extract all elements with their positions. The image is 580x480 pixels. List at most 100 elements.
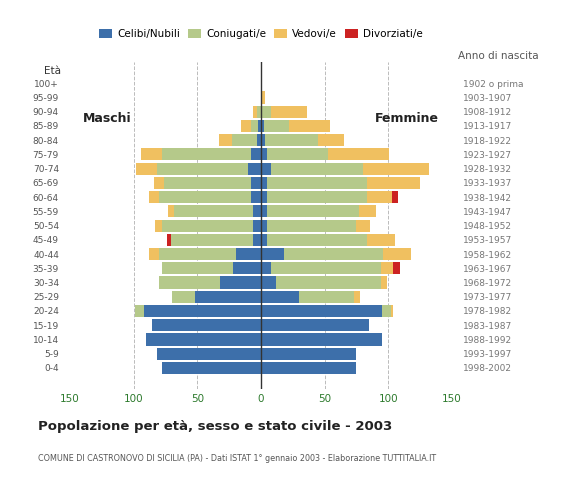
Bar [251,120,259,132]
Bar [284,248,383,260]
Bar [257,134,261,146]
Bar [261,120,263,132]
Bar [359,205,375,217]
Bar [241,120,251,132]
Bar [147,334,261,346]
Bar [219,134,232,146]
Bar [261,305,382,317]
Bar [261,148,267,160]
Bar [251,191,261,203]
Bar [261,219,267,232]
Bar [380,276,387,288]
Bar [171,234,253,246]
Bar [261,163,271,175]
Bar [261,248,284,260]
Bar [232,134,257,146]
Bar [392,191,398,203]
Bar [157,163,248,175]
Bar [235,248,261,260]
Bar [383,248,411,260]
Bar [265,134,318,146]
Bar [357,219,371,232]
Bar [276,276,380,288]
Text: COMUNE DI CASTRONOVO DI SICILIA (PA) - Dati ISTAT 1° gennaio 2003 - Elaborazione: COMUNE DI CASTRONOVO DI SICILIA (PA) - D… [38,454,436,463]
Bar [318,134,344,146]
Bar [195,291,261,303]
Bar [251,177,261,189]
Bar [328,148,390,160]
Bar [393,262,400,275]
Bar [175,205,253,217]
Bar [263,120,289,132]
Bar [261,319,369,331]
Bar [267,219,357,232]
Bar [164,177,251,189]
Bar [160,276,220,288]
Bar [267,234,367,246]
Bar [220,276,261,288]
Bar [267,177,367,189]
Bar [271,262,380,275]
Bar [367,234,394,246]
Bar [149,248,160,260]
Bar [155,219,162,232]
Bar [162,262,233,275]
Bar [391,305,393,317]
Bar [251,148,261,160]
Bar [253,219,261,232]
Bar [261,348,357,360]
Bar [261,177,267,189]
Bar [253,234,261,246]
Bar [160,248,235,260]
Bar [267,148,328,160]
Text: Popolazione per età, sesso e stato civile - 2003: Popolazione per età, sesso e stato civil… [38,420,392,432]
Text: Femmine: Femmine [375,112,439,125]
Bar [144,305,261,317]
Bar [149,191,160,203]
Bar [162,148,251,160]
Bar [157,348,261,360]
Bar [162,219,253,232]
Bar [257,106,261,118]
Bar [261,106,271,118]
Bar [267,191,367,203]
Bar [367,177,420,189]
Bar [261,276,276,288]
Bar [167,234,171,246]
Bar [261,191,267,203]
Bar [136,163,157,175]
Bar [289,120,329,132]
Text: Anno di nascita: Anno di nascita [458,51,539,61]
Bar [261,205,267,217]
Bar [160,191,251,203]
Bar [382,305,391,317]
Bar [151,319,261,331]
Bar [261,334,382,346]
Bar [261,234,267,246]
Bar [367,191,392,203]
Bar [380,262,393,275]
Bar [233,262,261,275]
Legend: Celibi/Nubili, Coniugati/e, Vedovi/e, Divorziati/e: Celibi/Nubili, Coniugati/e, Vedovi/e, Di… [95,25,427,44]
Bar [248,163,261,175]
Bar [142,148,162,160]
Bar [135,305,144,317]
Bar [154,177,164,189]
Bar [271,106,307,118]
Bar [259,120,261,132]
Bar [162,362,261,374]
Bar [267,205,359,217]
Bar [261,262,271,275]
Bar [168,205,175,217]
Bar [271,163,362,175]
Text: Età: Età [44,66,61,76]
Bar [362,163,429,175]
Bar [172,291,195,303]
Text: Maschi: Maschi [83,112,132,125]
Bar [261,291,299,303]
Bar [261,134,265,146]
Bar [253,106,257,118]
Bar [261,362,357,374]
Bar [299,291,354,303]
Bar [261,92,265,104]
